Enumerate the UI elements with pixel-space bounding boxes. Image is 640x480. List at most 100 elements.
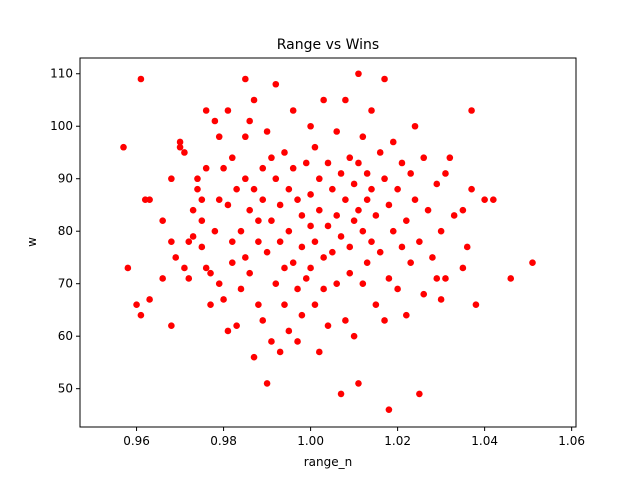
data-point <box>289 164 297 172</box>
y-tick-label: 50 <box>58 382 73 396</box>
data-point <box>228 259 236 267</box>
data-point <box>302 275 310 282</box>
data-point <box>407 170 414 177</box>
data-point <box>220 164 227 172</box>
data-point <box>363 259 371 267</box>
data-point <box>342 196 349 204</box>
data-point <box>281 301 288 309</box>
data-point <box>398 159 406 167</box>
data-point <box>407 259 414 267</box>
data-point <box>450 212 458 219</box>
data-point <box>272 80 280 88</box>
data-point <box>181 264 188 272</box>
data-point <box>329 248 336 256</box>
y-tick-label: 80 <box>58 224 73 238</box>
data-point <box>294 196 301 204</box>
data-point <box>389 138 397 146</box>
data-point <box>207 301 214 309</box>
data-point <box>472 301 480 309</box>
data-point <box>255 217 262 225</box>
data-point <box>424 206 432 214</box>
data-point <box>168 322 175 330</box>
data-point <box>329 185 336 193</box>
data-point <box>263 248 271 256</box>
data-point <box>198 217 206 225</box>
data-point <box>350 180 358 188</box>
data-point <box>181 149 188 156</box>
data-point <box>189 206 197 214</box>
data-point <box>194 175 201 183</box>
data-point <box>272 175 280 183</box>
data-point <box>394 185 401 193</box>
x-tick-label: 1.06 <box>558 434 585 448</box>
data-point <box>333 212 341 219</box>
data-point <box>463 243 471 251</box>
data-point <box>259 164 267 172</box>
data-point <box>159 217 166 225</box>
plot-frame <box>79 57 577 428</box>
data-point <box>337 390 345 398</box>
points-layer <box>120 70 536 413</box>
data-point <box>246 117 253 125</box>
data-point <box>250 96 258 104</box>
data-point <box>333 128 341 135</box>
x-tick-label: 1.00 <box>297 434 324 448</box>
data-point <box>246 206 253 214</box>
data-point <box>459 264 467 272</box>
data-point <box>368 107 375 114</box>
data-point <box>294 338 301 345</box>
data-point <box>433 275 441 282</box>
data-point <box>228 154 236 162</box>
y-axis-label: w <box>25 237 39 247</box>
data-point <box>211 227 219 235</box>
data-point <box>281 264 288 272</box>
data-point <box>346 243 354 251</box>
data-point <box>276 348 284 356</box>
data-point <box>385 275 393 282</box>
data-point <box>224 327 232 335</box>
data-point <box>372 301 380 309</box>
data-point <box>368 185 375 193</box>
data-point <box>228 238 236 246</box>
data-point <box>307 122 314 130</box>
x-tick-label: 0.98 <box>210 434 237 448</box>
data-point <box>355 206 362 214</box>
x-axis-label: range_n <box>304 455 353 469</box>
data-point <box>429 254 436 261</box>
data-point <box>207 269 214 277</box>
data-point <box>233 322 240 330</box>
data-point <box>268 217 275 225</box>
data-point <box>342 96 349 104</box>
data-point <box>311 301 319 309</box>
data-point <box>316 206 323 214</box>
data-point <box>385 406 393 413</box>
data-point <box>381 317 388 324</box>
data-point <box>355 380 362 387</box>
data-point <box>311 238 319 246</box>
data-point <box>215 133 223 141</box>
data-point <box>224 107 232 114</box>
data-point <box>416 390 423 398</box>
data-point <box>381 175 388 183</box>
data-point <box>202 107 210 114</box>
data-point <box>263 380 271 387</box>
data-point <box>176 138 184 146</box>
data-point <box>376 248 384 256</box>
data-point <box>289 107 297 114</box>
data-point <box>342 317 349 324</box>
data-point <box>394 285 401 293</box>
data-point <box>237 227 245 235</box>
data-point <box>215 196 223 204</box>
data-point <box>459 206 467 214</box>
data-point <box>337 170 345 177</box>
data-point <box>420 290 428 298</box>
data-point <box>255 301 262 309</box>
data-point <box>446 154 454 162</box>
data-point <box>185 275 193 282</box>
data-point <box>433 180 441 188</box>
data-point <box>189 233 197 240</box>
data-point <box>211 117 219 125</box>
data-point <box>233 185 240 193</box>
data-point <box>242 175 249 183</box>
data-point <box>276 201 284 209</box>
